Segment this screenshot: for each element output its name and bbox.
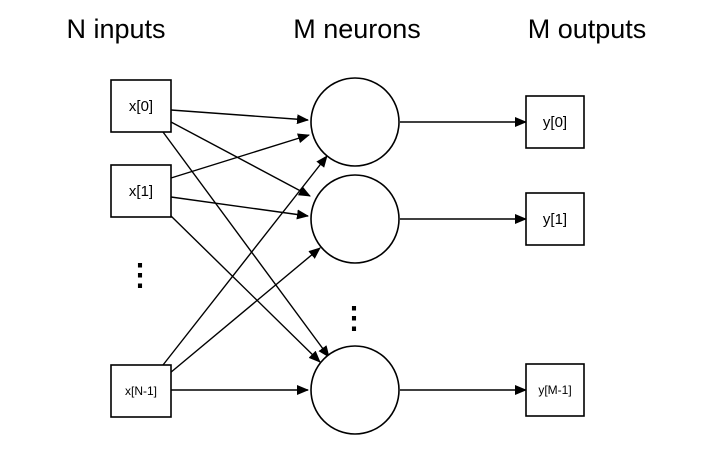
outputs-heading: M outputs <box>528 14 647 44</box>
input-label: x[N-1] <box>125 384 157 398</box>
edge-x1-n1 <box>170 196 309 220</box>
output-box-frame <box>525 95 585 149</box>
input-box-0: x[0] <box>110 79 172 133</box>
output-box-frame <box>525 363 585 417</box>
output-box-frame <box>525 192 585 246</box>
edge-x0-n1 <box>170 121 311 197</box>
output-label: y[0] <box>543 114 567 131</box>
input-label: x[0] <box>129 98 153 115</box>
edge-xn-n0 <box>162 155 328 366</box>
output-edges <box>400 117 527 395</box>
input-label: x[1] <box>129 183 153 200</box>
output-label: y[1] <box>543 211 567 228</box>
input-box-1: x[1] <box>110 164 172 218</box>
output-label: y[M-1] <box>538 383 571 397</box>
inputs-ellipsis: ⋮ <box>125 259 155 292</box>
input-box-frame <box>110 164 172 218</box>
neuron-m-1 <box>310 345 400 435</box>
output-box-0: y[0] <box>525 95 585 149</box>
edge-x0-n2 <box>162 131 330 358</box>
output-box-m-1: y[M-1] <box>525 363 585 417</box>
inputs-heading: N inputs <box>66 14 165 44</box>
input-box-frame <box>110 364 172 418</box>
neurons-heading: M neurons <box>293 14 421 44</box>
neuron-1 <box>310 174 400 264</box>
input-box-n-1: x[N-1] <box>110 364 172 418</box>
input-box-frame <box>110 79 172 133</box>
output-box-1: y[1] <box>525 192 585 246</box>
neurons-ellipsis: ⋮ <box>339 302 369 335</box>
input-edges <box>162 109 330 395</box>
edge-x1-n0 <box>170 133 310 179</box>
edge-x0-n0 <box>170 109 309 125</box>
edge-xn-n1 <box>169 247 321 374</box>
neuron-0 <box>310 77 400 167</box>
edge-x1-n2 <box>170 215 321 363</box>
